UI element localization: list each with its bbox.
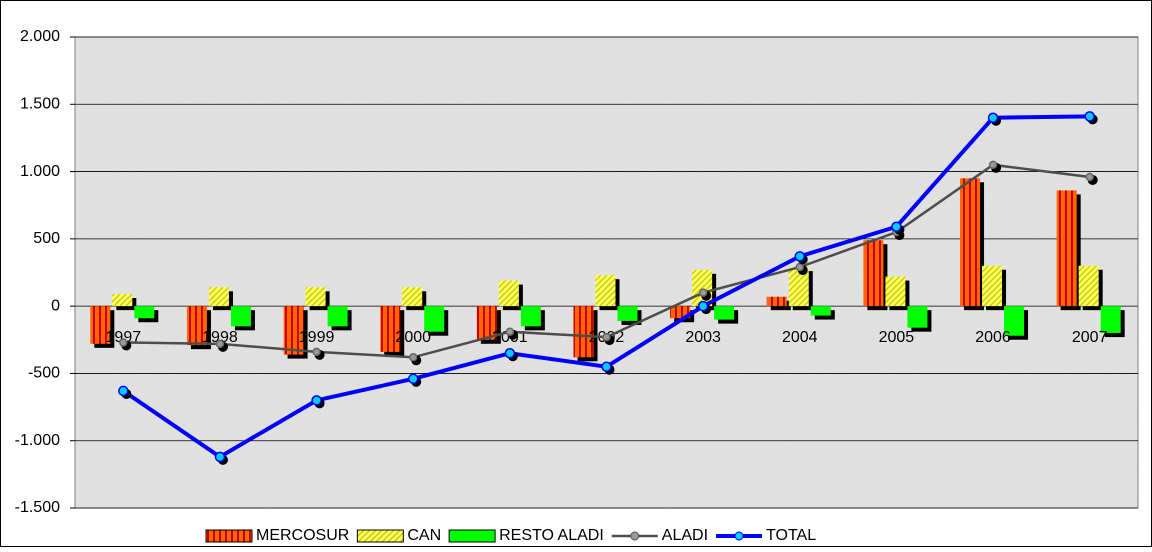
- marker: [1085, 172, 1094, 182]
- bar: [907, 306, 928, 328]
- bar: [982, 265, 1003, 307]
- y-tick-label: -500: [28, 365, 60, 382]
- marker: [601, 361, 612, 372]
- marker: [794, 251, 806, 262]
- bar: [305, 287, 326, 307]
- bar: [595, 275, 616, 307]
- legend-label: TOTAL: [766, 527, 816, 544]
- legend-label: CAN: [407, 527, 441, 544]
- y-tick-label: -1.000: [15, 432, 60, 449]
- bar: [692, 269, 713, 307]
- bar: [766, 296, 787, 307]
- x-tick-label: 2003: [685, 329, 721, 346]
- legend-swatch: [356, 529, 404, 543]
- bar: [1056, 190, 1077, 307]
- bar: [134, 306, 155, 319]
- marker: [407, 373, 419, 385]
- bar: [1100, 306, 1121, 334]
- bar: [520, 306, 541, 327]
- y-tick-label: 500: [33, 230, 60, 247]
- bar: [1078, 265, 1099, 307]
- marker: [602, 332, 611, 342]
- y-tick-label: 2.000: [20, 28, 60, 45]
- bar: [573, 306, 594, 358]
- marker: [505, 327, 515, 336]
- bar: [885, 276, 906, 307]
- bar: [863, 240, 884, 307]
- x-tick-label: 1999: [299, 329, 335, 346]
- legend-label: ALADI: [662, 527, 708, 544]
- marker: [987, 112, 999, 123]
- bar: [380, 306, 401, 352]
- x-tick-label: 2000: [395, 329, 431, 346]
- marker: [988, 160, 998, 170]
- marker: [698, 288, 708, 297]
- bar: [960, 178, 981, 307]
- marker: [119, 338, 128, 347]
- marker: [1084, 111, 1095, 122]
- bar: [327, 306, 348, 327]
- marker: [697, 300, 709, 312]
- x-tick-label: 2004: [782, 329, 818, 346]
- bar: [283, 306, 304, 355]
- marker: [891, 221, 902, 232]
- bar: [714, 306, 735, 320]
- y-tick-label: 1.000: [20, 163, 60, 180]
- bar: [476, 306, 497, 340]
- marker: [408, 353, 418, 362]
- marker: [215, 339, 225, 349]
- bar: [90, 306, 111, 344]
- x-tick-label: 2006: [975, 329, 1011, 346]
- y-tick-label: 1.500: [20, 96, 60, 113]
- bar: [810, 306, 831, 316]
- marker: [118, 385, 129, 397]
- y-tick-label: 0: [51, 297, 60, 314]
- legend-swatch: [448, 529, 496, 543]
- marker: [311, 395, 322, 406]
- bar: [617, 306, 638, 321]
- marker: [312, 347, 321, 357]
- x-tick-label: 2005: [879, 329, 915, 346]
- marker: [214, 451, 226, 463]
- y-tick-label: -1.500: [15, 499, 60, 516]
- bar: [230, 306, 251, 327]
- legend-marker: [734, 531, 744, 541]
- bar: [498, 280, 519, 307]
- bar: [208, 287, 229, 307]
- bar: [424, 306, 445, 332]
- bar: [788, 267, 809, 307]
- bar: [402, 287, 423, 307]
- bar: [112, 294, 133, 307]
- x-tick-label: 1998: [202, 329, 238, 346]
- bar: [1004, 306, 1025, 336]
- legend-marker: [630, 531, 640, 541]
- marker: [504, 347, 516, 359]
- x-tick-label: 2007: [1072, 329, 1108, 346]
- legend-label: RESTO ALADI: [499, 527, 604, 544]
- legend-swatch: [205, 529, 253, 543]
- legend-label: MERCOSUR: [256, 527, 349, 544]
- bar: [186, 306, 207, 346]
- marker: [795, 262, 805, 272]
